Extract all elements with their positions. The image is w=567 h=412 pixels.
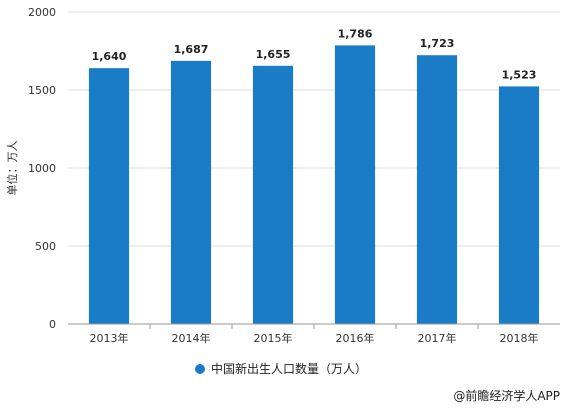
data-label: 1,640 [92,50,127,63]
y-tick-label: 1000 [28,162,56,175]
legend: 中国新出生人口数量（万人） [195,361,367,376]
data-label: 1,723 [420,37,455,50]
bar [334,45,376,324]
y-tick-label: 1500 [28,84,56,97]
data-label: 1,786 [338,27,373,40]
x-tick-label: 2016年 [336,331,375,345]
x-tick-label: 2013年 [90,331,129,345]
gridlines [68,11,560,247]
legend-marker [195,364,205,374]
bar [416,55,458,324]
data-label: 1,687 [174,43,209,56]
x-tick-label: 2018年 [500,331,539,345]
data-label: 1,655 [256,48,291,61]
x-tick-label: 2014年 [172,331,211,345]
bars [88,45,540,324]
y-tick-label: 2000 [28,6,56,19]
bar [170,60,212,324]
source-credit: @前瞻经济学人APP [453,388,560,403]
x-tick-label: 2017年 [418,331,457,345]
bar [252,65,294,324]
data-labels: 1,640 1,687 1,655 1,786 1,723 1,523 [92,27,537,81]
bar [88,68,130,324]
y-tick-label: 0 [49,318,56,331]
y-axis-label: 单位：万人 [5,141,19,196]
x-tick-label: 2015年 [254,331,293,345]
y-axis-ticks: 0 500 1000 1500 2000 [28,6,56,331]
y-tick-label: 500 [35,240,56,253]
data-label: 1,523 [502,68,537,81]
legend-label: 中国新出生人口数量（万人） [211,361,367,376]
x-axis-ticks: 2013年 2014年 2015年 2016年 2017年 2018年 [90,324,539,345]
bar [498,86,540,324]
